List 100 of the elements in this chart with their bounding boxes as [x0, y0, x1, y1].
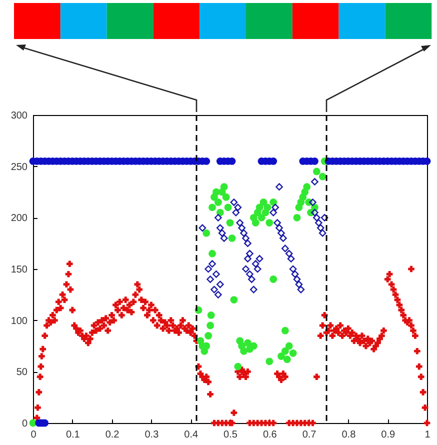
point [244, 339, 252, 347]
point [250, 286, 258, 294]
point [220, 234, 228, 242]
point [216, 208, 224, 216]
point [234, 362, 242, 370]
y-tick-label: 0 [22, 418, 28, 430]
point [206, 322, 214, 330]
point [214, 214, 222, 222]
x-tick-label: 0.4 [184, 430, 198, 440]
point [202, 229, 210, 237]
point [281, 347, 289, 355]
point [313, 214, 320, 222]
point [311, 208, 318, 216]
point [276, 183, 283, 191]
point [238, 224, 246, 232]
point [218, 229, 226, 237]
point [212, 270, 220, 278]
point [293, 214, 301, 222]
point [278, 229, 285, 237]
point [220, 183, 228, 191]
point [216, 280, 224, 288]
point [314, 219, 322, 226]
point [208, 204, 216, 212]
point [252, 260, 260, 268]
point [318, 172, 326, 180]
point [272, 204, 279, 212]
point [285, 342, 293, 350]
x-tick-label: 0.1 [66, 430, 80, 440]
x-tick-label: 0.2 [105, 430, 120, 440]
point [266, 358, 274, 366]
x-tick-label: 1 [424, 430, 431, 440]
point [224, 204, 232, 212]
point [270, 276, 278, 283]
point [303, 183, 311, 191]
point [311, 178, 318, 186]
point [204, 332, 212, 340]
point [236, 219, 244, 226]
point [214, 290, 222, 298]
point [270, 198, 278, 206]
point [291, 270, 299, 278]
point [256, 255, 264, 262]
y-tick-label: 150 [10, 264, 28, 276]
point [250, 342, 258, 350]
point [204, 265, 212, 273]
point [312, 168, 320, 176]
point [289, 265, 297, 273]
point [214, 198, 222, 206]
point [260, 198, 268, 206]
point [230, 198, 238, 206]
point [252, 219, 260, 226]
point [242, 234, 250, 242]
y-tick-label: 300 [10, 110, 28, 122]
x-tick-label: 0.8 [342, 430, 356, 440]
point [208, 260, 216, 268]
point [264, 204, 272, 212]
point [274, 219, 281, 226]
point [244, 240, 252, 248]
point [318, 229, 326, 237]
y-tick-label: 250 [10, 162, 28, 173]
point [240, 347, 248, 355]
x-tick-label: 0.3 [144, 430, 160, 440]
point [316, 224, 324, 232]
point [285, 250, 293, 258]
x-tick-label: 0.7 [302, 430, 317, 440]
point [240, 229, 248, 237]
point [242, 265, 250, 273]
point [276, 224, 283, 232]
point [222, 193, 230, 201]
x-tick-label: 0.6 [262, 430, 278, 440]
point [266, 219, 274, 226]
y-tick-label: 100 [10, 316, 28, 327]
point [281, 326, 289, 334]
point [207, 312, 215, 319]
point [228, 234, 236, 242]
point [248, 276, 256, 283]
point [230, 296, 238, 304]
point [208, 250, 216, 258]
y-tick-label: 50 [16, 367, 28, 378]
point [280, 234, 287, 242]
point [320, 214, 328, 222]
x-tick-label: 0.9 [381, 430, 396, 440]
point [281, 244, 289, 252]
point [283, 356, 291, 364]
y-tick-label: 200 [10, 213, 28, 224]
point [295, 280, 303, 288]
point [297, 286, 305, 294]
point [210, 286, 218, 294]
point [244, 255, 252, 262]
point [293, 276, 301, 283]
point [270, 208, 278, 216]
point [287, 255, 295, 262]
point [309, 198, 316, 206]
point [226, 219, 234, 226]
point [29, 419, 37, 427]
point [206, 276, 214, 283]
point [234, 204, 242, 212]
point [254, 265, 262, 273]
x-tick-label: 0 [30, 430, 37, 440]
point [246, 250, 254, 258]
point [232, 208, 240, 216]
